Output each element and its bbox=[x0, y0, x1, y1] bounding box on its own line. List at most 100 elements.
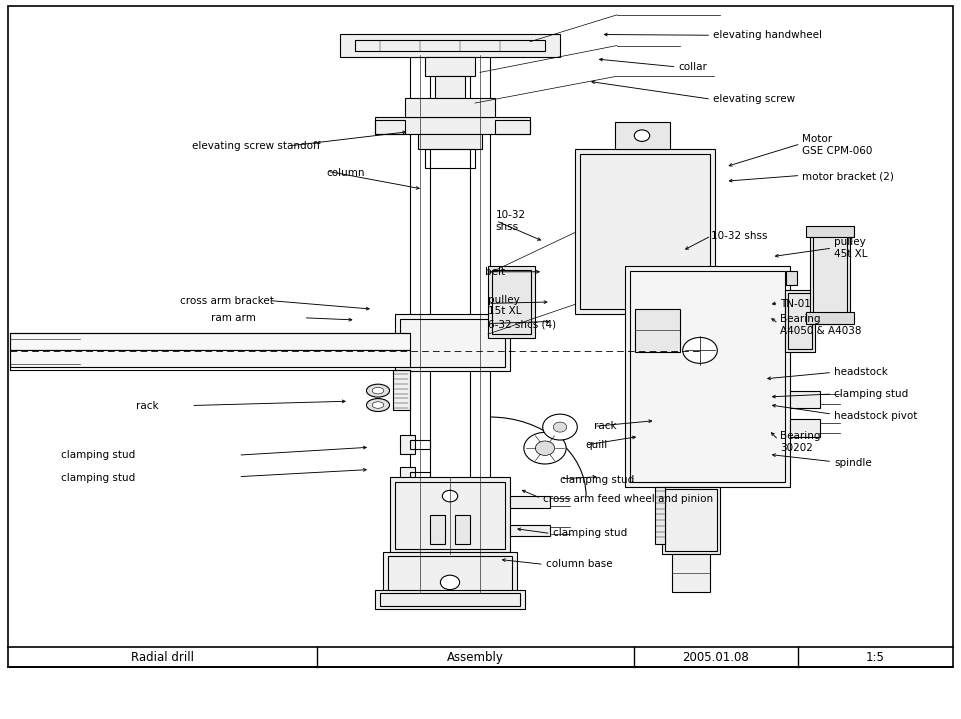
Bar bbox=[400, 319, 505, 367]
Text: collar: collar bbox=[678, 62, 707, 72]
Ellipse shape bbox=[366, 384, 389, 397]
Text: rack: rack bbox=[594, 421, 617, 431]
Bar bbox=[410, 507, 430, 516]
Bar bbox=[395, 482, 505, 549]
Bar bbox=[662, 487, 720, 554]
Bar bbox=[395, 314, 510, 372]
Bar bbox=[375, 117, 530, 134]
Bar bbox=[630, 271, 785, 482]
Bar bbox=[410, 55, 430, 592]
Text: column base: column base bbox=[546, 559, 612, 569]
Bar bbox=[405, 99, 495, 117]
Bar bbox=[425, 149, 475, 168]
Bar bbox=[806, 312, 854, 324]
Bar bbox=[615, 122, 670, 149]
Text: 2005.01.08: 2005.01.08 bbox=[682, 651, 750, 664]
Bar bbox=[355, 40, 545, 51]
Bar bbox=[665, 490, 717, 551]
Text: Bearing
30202: Bearing 30202 bbox=[780, 431, 821, 453]
Text: column: column bbox=[327, 168, 365, 178]
Bar bbox=[455, 516, 470, 544]
Text: clamping stud: clamping stud bbox=[61, 450, 135, 460]
Bar bbox=[580, 154, 710, 309]
Circle shape bbox=[440, 575, 459, 590]
Text: clamping stud: clamping stud bbox=[61, 473, 135, 483]
Bar bbox=[672, 554, 710, 592]
Text: pulley
15t XL: pulley 15t XL bbox=[488, 295, 522, 316]
Text: elevating screw standoff: elevating screw standoff bbox=[192, 141, 321, 151]
Bar bbox=[806, 226, 854, 237]
Bar bbox=[410, 472, 430, 482]
Bar bbox=[790, 390, 820, 408]
Bar bbox=[435, 76, 465, 99]
Bar bbox=[510, 525, 550, 536]
Text: ram arm: ram arm bbox=[211, 313, 257, 323]
Bar bbox=[488, 266, 535, 338]
Text: elevating handwheel: elevating handwheel bbox=[713, 30, 822, 40]
Bar bbox=[425, 57, 475, 76]
Text: motor bracket (2): motor bracket (2) bbox=[802, 172, 895, 182]
Ellipse shape bbox=[372, 388, 383, 394]
Text: Assembly: Assembly bbox=[447, 651, 505, 664]
Bar bbox=[813, 231, 847, 321]
Circle shape bbox=[543, 414, 578, 440]
Text: quill: quill bbox=[585, 440, 607, 450]
Bar bbox=[388, 556, 512, 593]
Bar bbox=[400, 502, 415, 521]
Text: clamping stud: clamping stud bbox=[560, 475, 634, 485]
Bar bbox=[492, 270, 531, 334]
Bar bbox=[575, 149, 715, 314]
Bar bbox=[810, 228, 850, 324]
Bar bbox=[393, 370, 410, 410]
Bar bbox=[786, 271, 797, 285]
Bar bbox=[788, 293, 812, 349]
Text: spindle: spindle bbox=[834, 458, 872, 468]
Bar bbox=[410, 439, 430, 449]
Bar bbox=[10, 350, 410, 367]
Bar bbox=[790, 419, 820, 436]
Ellipse shape bbox=[372, 402, 383, 408]
Text: elevating screw: elevating screw bbox=[713, 94, 795, 104]
Text: 10-32
shss: 10-32 shss bbox=[496, 210, 526, 232]
Bar bbox=[495, 120, 530, 134]
Bar bbox=[470, 55, 490, 592]
Text: cross arm feed wheel and pinion: cross arm feed wheel and pinion bbox=[543, 494, 713, 504]
Circle shape bbox=[442, 490, 457, 502]
Circle shape bbox=[634, 130, 650, 142]
Circle shape bbox=[524, 432, 566, 464]
Bar bbox=[375, 590, 525, 609]
Text: 6-32 shcs (4): 6-32 shcs (4) bbox=[488, 320, 556, 330]
Bar bbox=[418, 134, 482, 149]
Text: rack: rack bbox=[136, 400, 160, 411]
Bar bbox=[390, 477, 510, 554]
Bar bbox=[10, 333, 410, 350]
Bar bbox=[375, 120, 405, 134]
Bar bbox=[625, 266, 790, 487]
Text: cross arm bracket: cross arm bracket bbox=[180, 296, 274, 306]
Circle shape bbox=[535, 441, 554, 455]
Bar bbox=[383, 551, 517, 597]
Text: TN-01: TN-01 bbox=[780, 299, 811, 309]
Text: pulley
45t XL: pulley 45t XL bbox=[834, 237, 868, 259]
Text: clamping stud: clamping stud bbox=[834, 389, 908, 399]
Ellipse shape bbox=[366, 398, 389, 411]
Circle shape bbox=[682, 337, 717, 363]
Text: Motor
GSE CPM-060: Motor GSE CPM-060 bbox=[802, 134, 873, 156]
Bar bbox=[340, 34, 560, 57]
Text: headstock: headstock bbox=[834, 367, 888, 377]
Text: Bearing
A4050 & A4038: Bearing A4050 & A4038 bbox=[780, 314, 862, 336]
Bar bbox=[400, 467, 415, 487]
Bar bbox=[785, 290, 815, 352]
Bar bbox=[510, 496, 550, 508]
Bar bbox=[655, 487, 665, 544]
Text: belt: belt bbox=[485, 267, 505, 277]
Text: headstock pivot: headstock pivot bbox=[834, 411, 918, 421]
Text: clamping stud: clamping stud bbox=[553, 528, 627, 539]
Text: Radial drill: Radial drill bbox=[131, 651, 194, 664]
Bar bbox=[380, 593, 520, 606]
Bar bbox=[635, 309, 680, 352]
Text: 1:5: 1:5 bbox=[866, 651, 885, 664]
Text: 10-32 shss: 10-32 shss bbox=[711, 231, 768, 241]
Bar bbox=[400, 435, 415, 454]
Circle shape bbox=[554, 422, 567, 432]
